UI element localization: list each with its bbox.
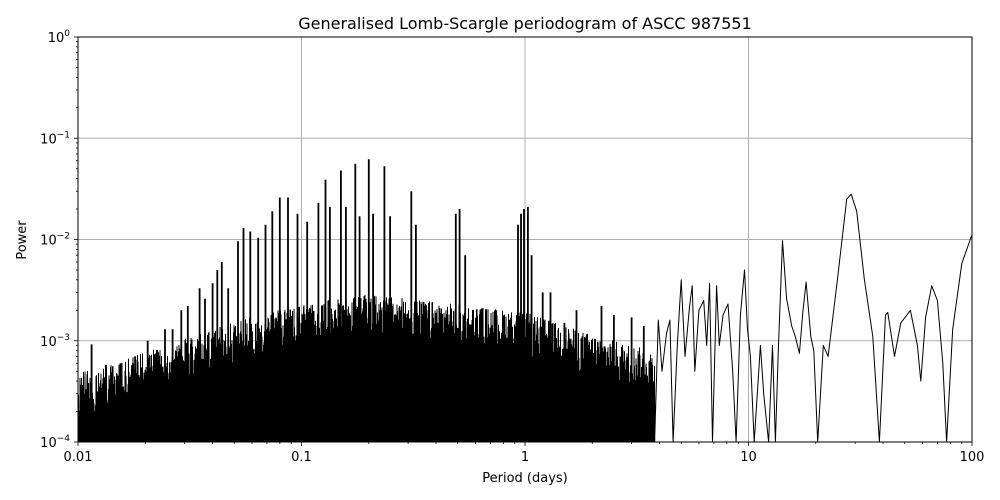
x-axis-label: Period (days) xyxy=(482,471,568,486)
y-axis-ticks: 10−4 10−3 10−2 10−1 100 xyxy=(40,29,78,451)
y-tick-label: 100 xyxy=(48,29,71,46)
x-axis-ticks: 0.01 0.1 1 10 100 xyxy=(64,442,985,465)
x-tick-label: 0.01 xyxy=(64,450,93,465)
alias-peaks xyxy=(90,159,645,442)
y-tick-label: 10−3 xyxy=(40,333,70,350)
y-axis-label: Power xyxy=(15,220,30,260)
y-tick-label: 10−1 xyxy=(40,130,70,147)
x-tick-label: 10 xyxy=(740,450,757,465)
x-tick-label: 0.1 xyxy=(291,450,312,465)
y-tick-label: 10−2 xyxy=(40,232,70,249)
y-tick-label: 10−4 xyxy=(40,434,70,451)
power-series xyxy=(77,159,973,443)
x-tick-label: 100 xyxy=(960,450,985,465)
chart-title: Generalised Lomb-Scargle periodogram of … xyxy=(298,14,752,33)
power-line xyxy=(77,193,973,443)
x-tick-label: 1 xyxy=(521,450,529,465)
